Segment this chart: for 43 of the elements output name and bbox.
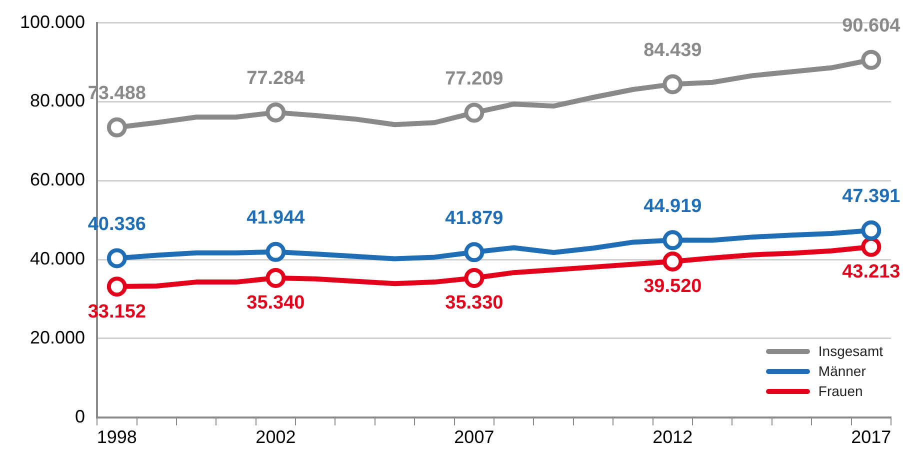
point [464, 102, 484, 123]
point [861, 236, 882, 257]
x-tick-label: 2007 [454, 427, 494, 448]
x-tick-label: 1998 [96, 427, 137, 448]
point [861, 220, 882, 240]
y-tick-label: 60.000 [30, 170, 86, 190]
legend-label: Insgesamt [818, 342, 883, 361]
point [106, 276, 127, 297]
data-label: 35.330 [445, 292, 504, 314]
y-tick-label: 40.000 [30, 248, 86, 269]
point [106, 248, 127, 268]
point [266, 242, 286, 262]
data-label: 47.391 [842, 186, 901, 208]
point [464, 242, 484, 262]
x-tick-label: 2017 [851, 427, 892, 448]
y-tick-label: 100.000 [20, 12, 86, 32]
y-tick-label: 80.000 [30, 90, 86, 111]
point [464, 268, 484, 288]
point [861, 50, 882, 70]
x-tick-label: 2002 [256, 427, 296, 448]
point [662, 74, 683, 94]
data-label: 84.439 [644, 40, 702, 61]
data-label: 35.340 [246, 292, 305, 314]
data-label: 90.604 [842, 16, 901, 37]
data-label: 39.520 [644, 276, 702, 298]
y-tick-label: 20.000 [30, 327, 86, 348]
data-label: 33.152 [88, 301, 146, 322]
y-tick-label: 0 [75, 406, 86, 426]
data-label: 40.336 [88, 214, 146, 235]
data-label: 44.919 [644, 196, 702, 217]
data-label: 43.213 [842, 262, 900, 283]
data-label: 77.284 [246, 68, 306, 90]
point [662, 230, 683, 250]
point [266, 268, 286, 288]
point [266, 102, 286, 122]
data-label: 41.944 [246, 208, 306, 229]
data-label: 77.209 [445, 68, 504, 90]
point [662, 251, 683, 272]
point [106, 117, 127, 138]
legend-label: Frauen [818, 382, 863, 401]
data-label: 41.879 [445, 208, 504, 229]
x-tick-label: 2012 [652, 427, 693, 448]
legend-label: Männer [818, 362, 866, 381]
